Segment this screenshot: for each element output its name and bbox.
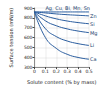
- svg-text:Si: Si: [90, 21, 95, 27]
- svg-text:600: 600: [24, 35, 33, 40]
- svg-text:Li: Li: [90, 42, 94, 48]
- svg-text:Surface tension (mN/m): Surface tension (mN/m): [8, 8, 14, 68]
- svg-text:500: 500: [24, 45, 33, 50]
- svg-text:0: 0: [33, 69, 36, 74]
- svg-text:700: 700: [24, 25, 33, 30]
- svg-text:300: 300: [24, 65, 33, 70]
- svg-text:800: 800: [24, 15, 33, 20]
- svg-text:Solute content (% by mass): Solute content (% by mass): [27, 79, 96, 86]
- svg-text:400: 400: [24, 55, 33, 60]
- svg-text:Zn: Zn: [90, 13, 97, 19]
- svg-text:0.3: 0.3: [64, 69, 71, 74]
- svg-text:0.1: 0.1: [42, 69, 49, 74]
- svg-text:Ca: Ca: [90, 56, 97, 62]
- svg-text:0.4: 0.4: [75, 69, 82, 74]
- svg-text:0.2: 0.2: [53, 69, 60, 74]
- svg-text:0.5: 0.5: [85, 69, 92, 74]
- svg-text:Mg: Mg: [90, 30, 98, 37]
- svg-text:Ag, Cu, Bi, Mn, Sn: Ag, Cu, Bi, Mn, Sn: [45, 5, 90, 12]
- svg-text:900: 900: [24, 6, 33, 11]
